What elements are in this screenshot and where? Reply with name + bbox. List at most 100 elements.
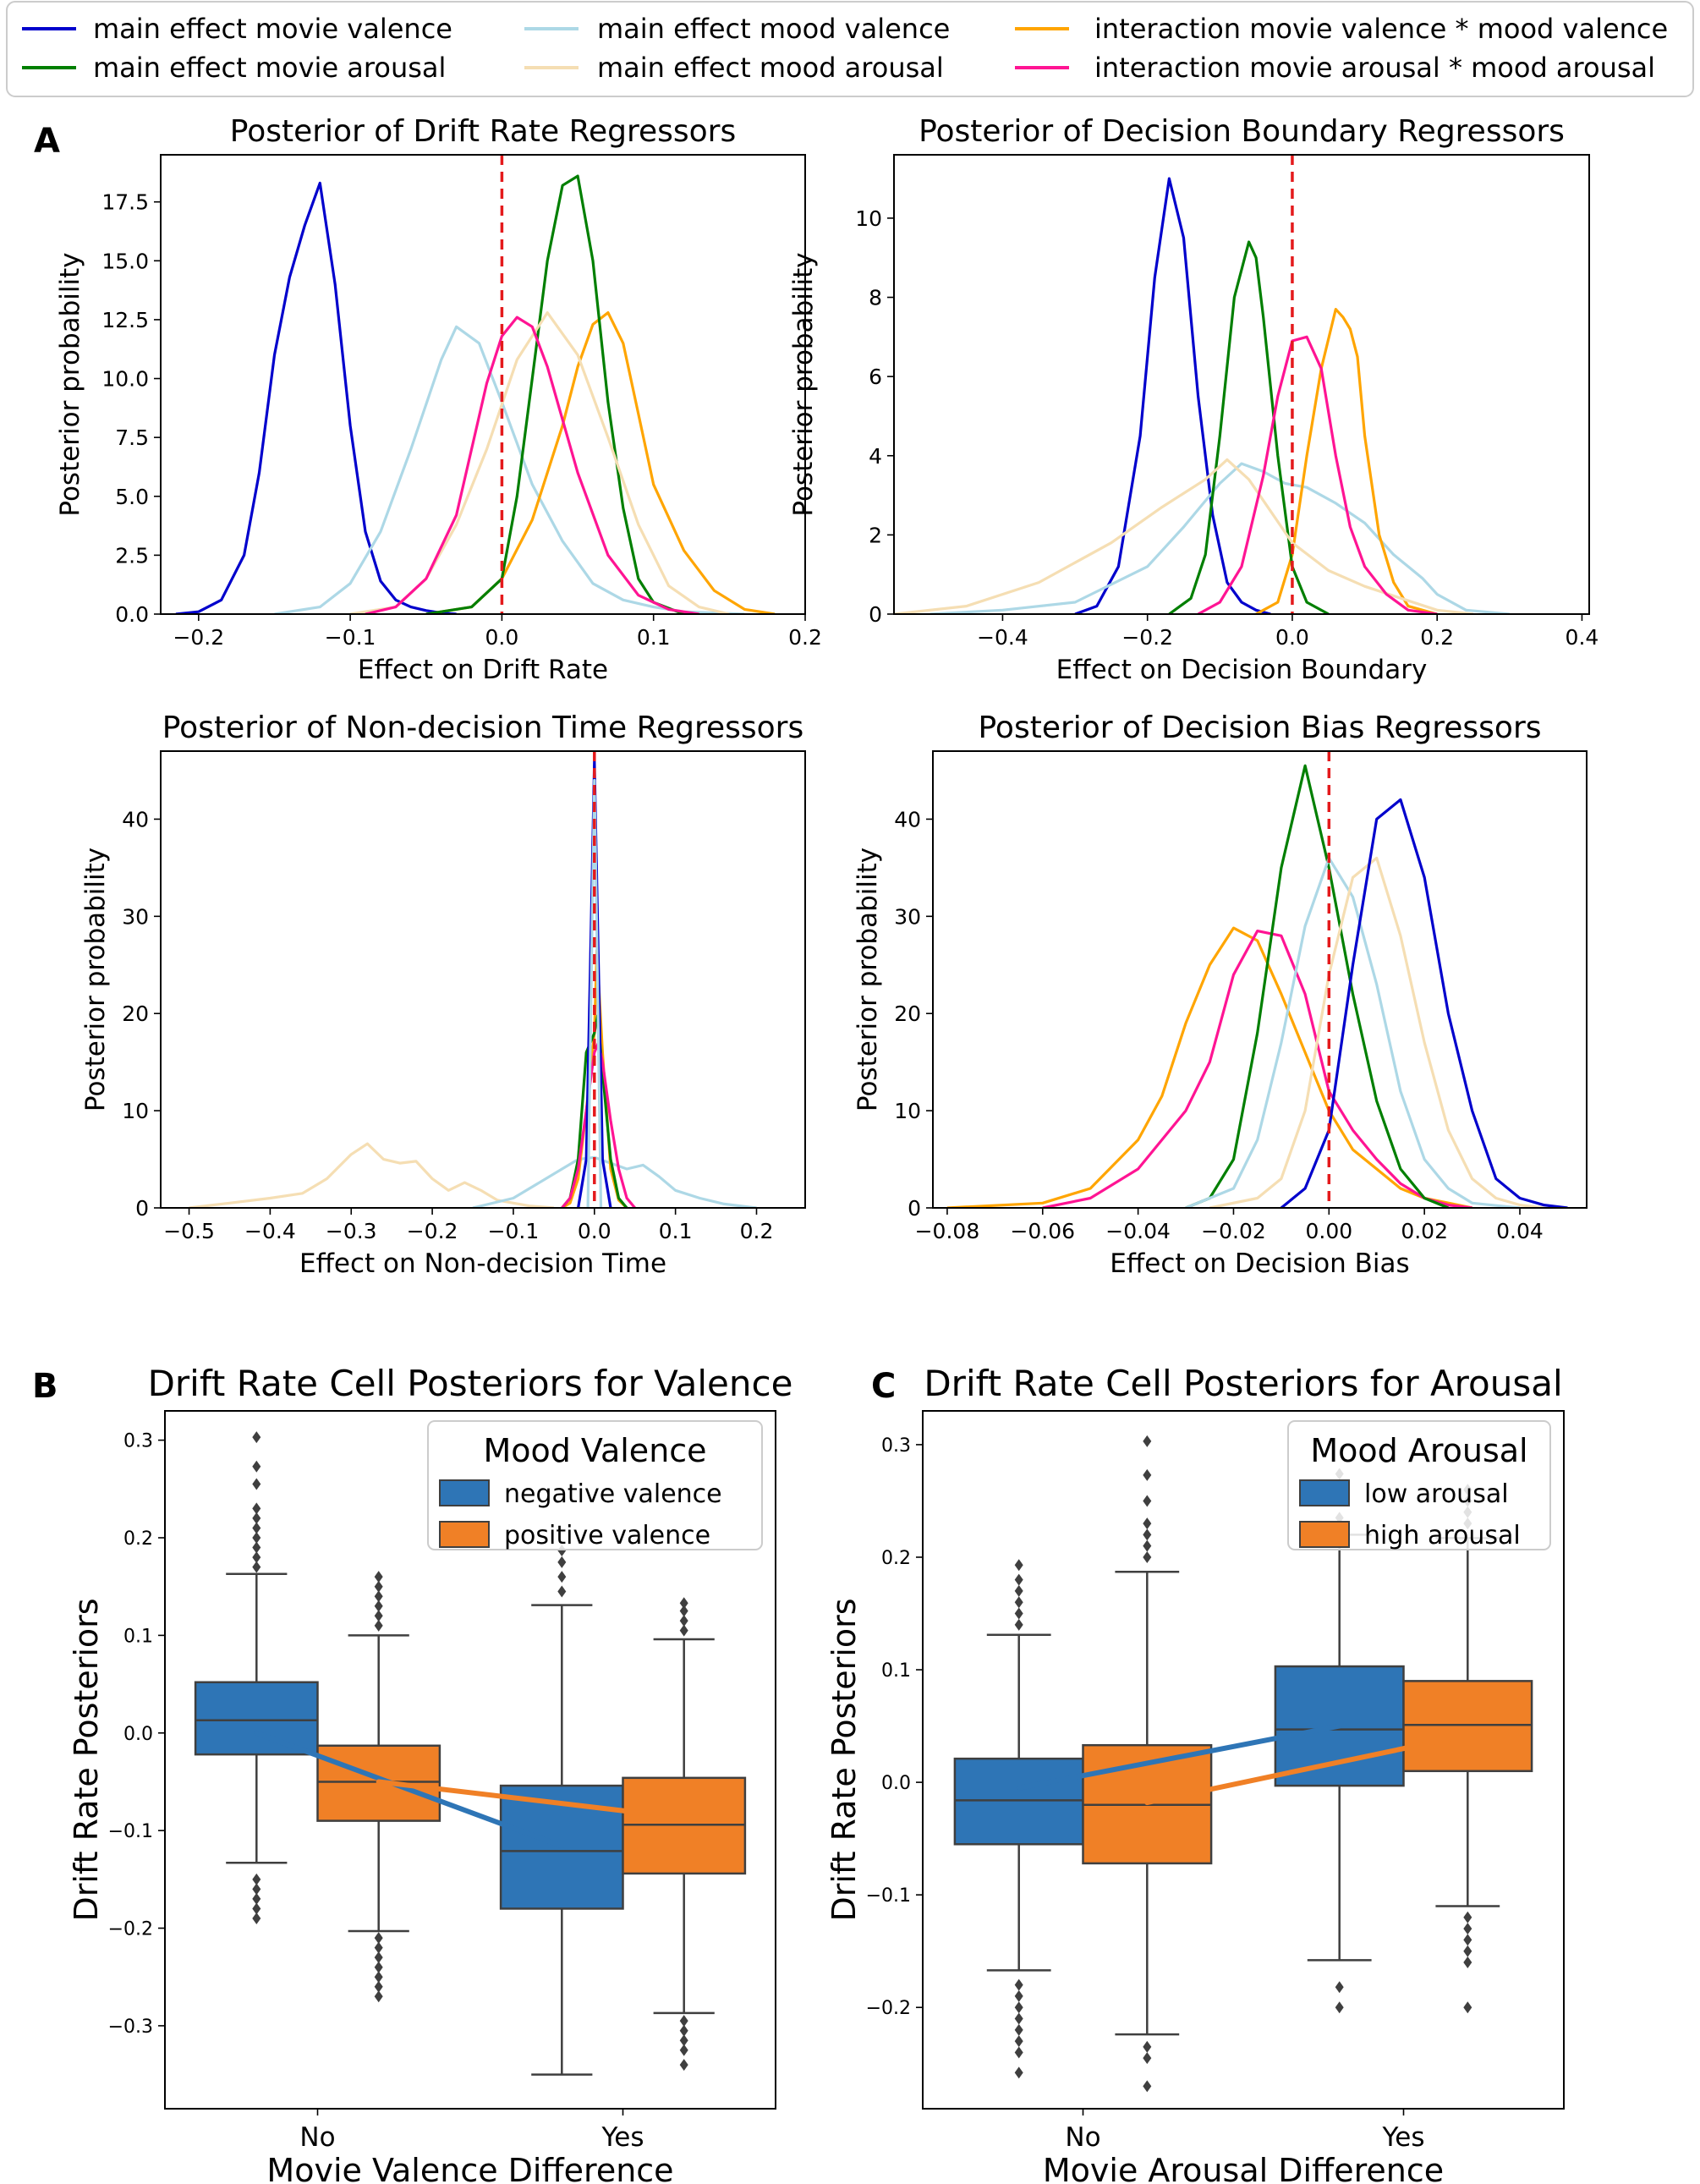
panel-letter-c: C [871,1367,896,1406]
mean-line-low-arousal [1016,1723,1342,1791]
y-tick-label: −0.2 [108,1919,153,1940]
series-line-interaction-movie-arousal-mood-arousal [365,316,699,614]
series-line-main-effect-mood-valence-peak [586,778,603,1208]
drift-rate-plot: Posterior of Drift Rate Regressors −0.2 −0… [55,114,822,685]
outlier-marker [1143,2040,1152,2053]
outlier-marker [252,1460,261,1473]
valence-boxplot: Drift Rate Cell Posteriors for Valence No… [68,1363,792,2184]
y-tick-label: 10 [855,206,882,231]
legend-swatch-positive-valence [439,1521,490,1548]
outlier-marker [679,2024,688,2037]
legend-frame [427,1420,763,1550]
y-axis-title: Posterior probability [853,848,883,1111]
outlier-marker [252,1912,261,1924]
outlier-marker [1014,1978,1023,1991]
x-axis-title: Effect on Drift Rate [358,655,608,685]
y-axis-title: Posterior probability [80,848,111,1111]
legend-label-movie-arousal: main effect movie arousal [93,52,446,84]
outlier-marker [374,1980,383,1993]
outlier-marker [557,1556,567,1568]
outlier-marker [374,1600,383,1612]
outlier-marker [1014,2012,1023,2025]
axes-frame [160,154,806,615]
y-tick-label: 0.3 [123,1431,153,1452]
y-tick-label: 10.0 [101,367,149,392]
series-line-main-effect-mood-arousal [894,458,1474,614]
outlier-marker [1335,1981,1344,1994]
chart-title: Drift Rate Cell Posteriors for Arousal [924,1363,1562,1404]
mean-line-positive-valence [376,1779,687,1821]
outlier-marker [374,1610,383,1622]
legend-label-positive-valence: positive valence [504,1521,710,1550]
outlier-marker [252,1561,261,1573]
outlier-marker [679,1624,688,1637]
outlier-marker [374,1941,383,1954]
series-group [175,174,776,614]
x-tick-label: No [1065,2122,1100,2153]
legend-frame [1287,1420,1551,1550]
x-tick-label: 0.1 [659,1219,693,1243]
outlier-marker [1143,1435,1152,1447]
x-tick-label: 0.0 [578,1219,611,1243]
y-axis-title: Posterior probability [55,252,85,516]
legend-label-movie-valence: main effect movie valence [93,13,452,45]
x-tick-label: 0.0 [1275,625,1309,650]
outlier-marker [252,1502,261,1515]
series-line-main-effect-mood-valence [930,462,1510,614]
outlier-marker [252,1431,261,1444]
chart-title: Posterior of Drift Rate Regressors [230,114,736,149]
series-line-interaction-movie-arousal-mood-arousal [1042,930,1472,1208]
outlier-marker [374,1990,383,2003]
outlier-marker [1143,1539,1152,1552]
outlier-marker [374,1571,383,1583]
outlier-marker [1014,1584,1023,1597]
outlier-marker [1143,1468,1152,1481]
outlier-marker [1014,1596,1023,1609]
outlier-marker [374,1961,383,1973]
series-line-main-effect-mood-valence [1185,856,1521,1208]
x-tick-label: Yes [1381,2122,1424,2153]
series-line-main-effect-movie-arousal [425,174,685,614]
y-tick-label: −0.3 [108,2017,153,2038]
outlier-marker [1463,1923,1472,1935]
y-axis-title: Drift Rate Posteriors [825,1598,863,1921]
x-tick-label: −0.2 [1121,625,1173,650]
x-tick-label: −0.5 [163,1219,215,1243]
legend-label-interaction-arousal: interaction movie arousal * mood arousal [1094,52,1655,84]
outlier-marker [1143,1495,1152,1507]
outlier-marker [679,1605,688,1617]
outlier-marker [679,1615,688,1627]
legend-title: Mood Valence [483,1432,706,1469]
y-tick-label: 0 [869,602,882,627]
legend-swatch-low-arousal [1299,1479,1350,1506]
x-tick-label: −0.08 [915,1219,980,1243]
nondecision-time-plot: Posterior of Non-decision Time Regressor… [80,711,806,1279]
legend-label-low-arousal: low arousal [1364,1479,1509,1509]
outlier-marker [252,1541,261,1554]
decision-boundary-plot: Posterior of Decision Boundary Regressor… [788,114,1599,685]
decision-bias-plot: Posterior of Decision Bias Regressors −0.… [853,711,1588,1279]
x-tick-label: −0.1 [488,1219,540,1243]
x-axis-title: Effect on Decision Boundary [1056,655,1428,685]
y-tick-label: 6 [869,365,882,389]
legend-label-mood-arousal: main effect mood arousal [597,52,944,84]
series-line-main-effect-movie-arousal [1168,240,1330,614]
series-line-main-effect-movie-arousal [1185,764,1450,1208]
x-tick-label: −0.1 [325,625,376,650]
y-tick-label: 40 [894,807,921,831]
panel-letter-b: B [32,1367,58,1406]
outlier-marker [252,1873,261,1885]
outlier-marker [1014,1573,1023,1586]
y-tick-label: 0.2 [881,1548,911,1569]
outlier-marker [1143,2052,1152,2065]
outlier-marker [1014,1559,1023,1572]
y-tick-label: 15.0 [101,249,149,273]
series-line-interaction-movie-valence-mood-valence [946,926,1472,1208]
outlier-marker [679,2059,688,2072]
y-tick-label: 2 [869,523,882,547]
axes-frame [922,1410,1565,2110]
legend-frame [6,1,1694,97]
x-axis-title: Effect on Decision Bias [1110,1248,1409,1279]
series-line-main-effect-mood-arousal [1209,856,1544,1208]
